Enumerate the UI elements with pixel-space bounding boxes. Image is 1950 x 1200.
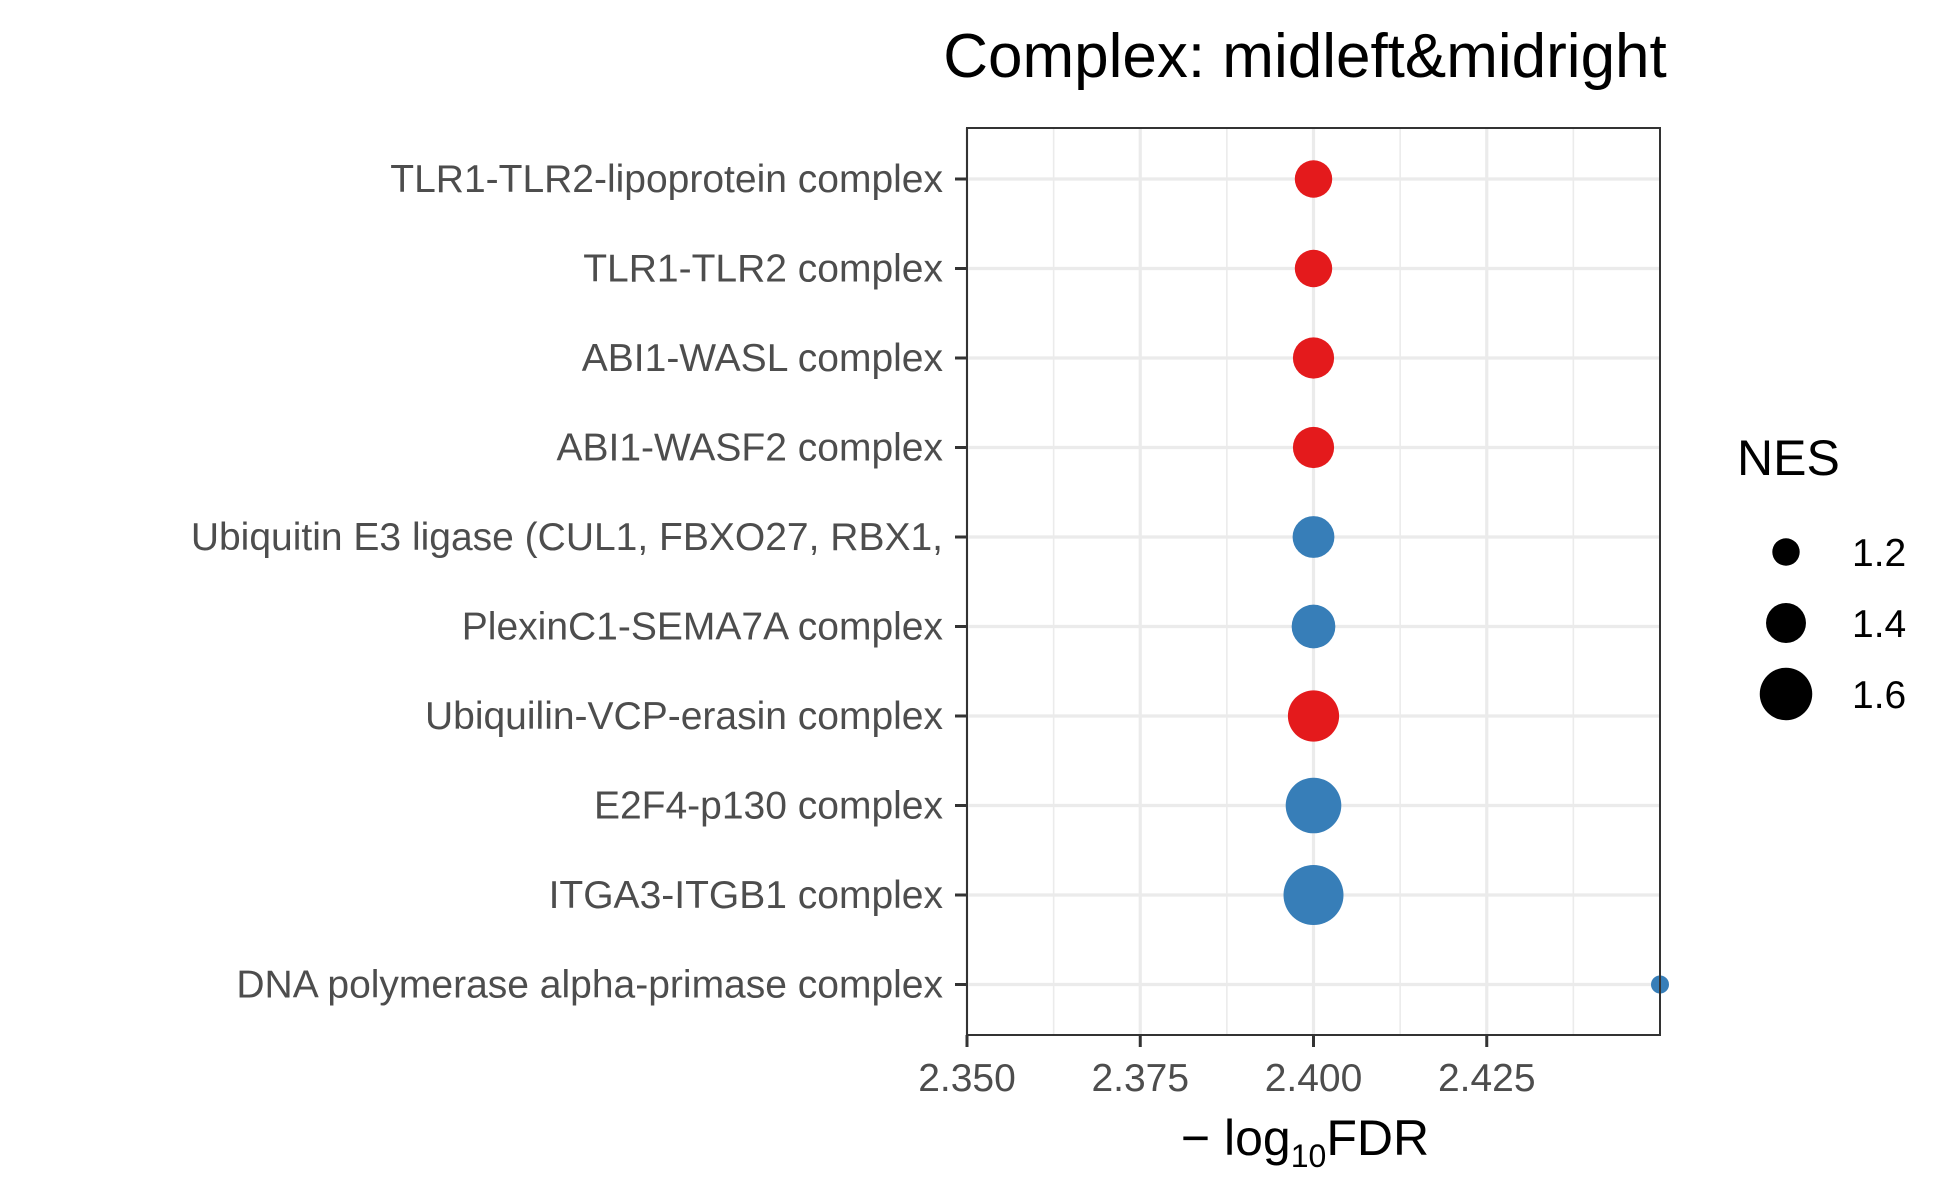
x-axis-label-suffix: FDR: [1326, 1110, 1429, 1166]
legend-label: 1.2: [1852, 532, 1906, 575]
data-point: [1287, 690, 1340, 742]
x-axis-label: − log10FDR: [1181, 1110, 1429, 1174]
chart-title: Complex: midleft&midright: [943, 22, 1667, 91]
y-tick-label: E2F4-p130 complex: [594, 785, 944, 828]
x-tick-label: 2.425: [1438, 1057, 1536, 1100]
data-point: [1285, 777, 1342, 834]
x-axis-label-subscript: 10: [1291, 1138, 1327, 1174]
y-tick-label: TLR1-TLR2-lipoprotein complex: [390, 158, 943, 201]
y-tick-label: PlexinC1-SEMA7A complex: [462, 606, 944, 649]
x-tick-label: 2.375: [1091, 1057, 1189, 1100]
legend-size-key: [1772, 538, 1800, 566]
data-point: [1291, 604, 1336, 649]
x-axis-label-prefix: − log: [1181, 1110, 1291, 1166]
data-point: [1292, 516, 1335, 558]
y-tick-label: ABI1-WASL complex: [582, 337, 944, 380]
y-axis: TLR1-TLR2-lipoprotein complex TLR1-TLR2 c…: [191, 158, 967, 1007]
legend: NES 1.2 1.4 1.6: [1737, 430, 1906, 721]
x-axis: 2.350 2.375 2.400 2.425: [918, 1035, 1536, 1100]
legend-size-key: [1766, 603, 1806, 643]
y-tick-label: TLR1-TLR2 complex: [583, 248, 943, 291]
data-point: [1294, 249, 1333, 288]
data-point: [1292, 337, 1335, 379]
legend-label: 1.4: [1852, 603, 1906, 646]
data-point: [1294, 160, 1333, 198]
y-tick-label: Ubiquilin-VCP-erasin complex: [425, 695, 944, 738]
y-tick-label: DNA polymerase alpha-primase complex: [236, 964, 943, 1007]
y-tick-label: Ubiquitin E3 ligase (CUL1, FBXO27, RBX1,: [191, 516, 943, 559]
legend-title: NES: [1737, 430, 1840, 486]
x-tick-label: 2.400: [1265, 1057, 1363, 1100]
data-point: [1283, 865, 1344, 925]
legend-label: 1.6: [1852, 674, 1906, 717]
x-tick-label: 2.350: [918, 1057, 1016, 1100]
legend-size-key: [1759, 667, 1813, 721]
data-point: [1292, 426, 1335, 469]
y-tick-label: ITGA3-ITGB1 complex: [549, 874, 944, 917]
data-points: [1283, 160, 1669, 994]
y-tick-label: ABI1-WASF2 complex: [557, 427, 944, 470]
